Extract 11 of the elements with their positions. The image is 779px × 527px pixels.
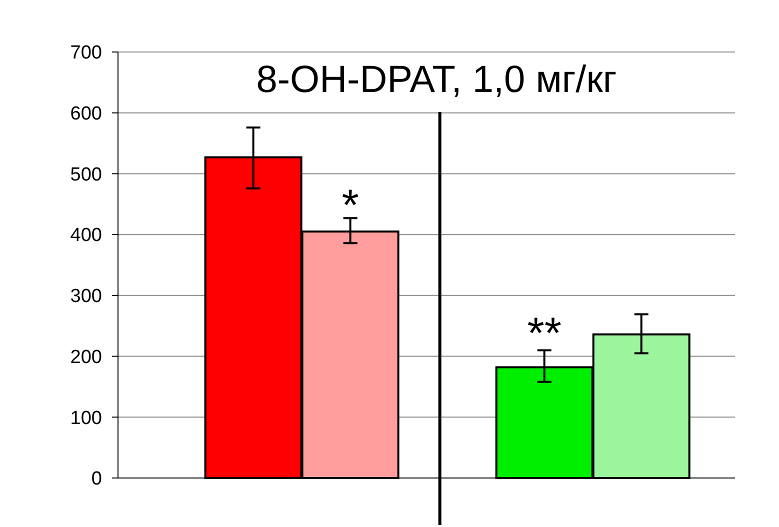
y-tick-label: 100 (70, 408, 102, 429)
chart-title: 8-OH-DPAT, 1,0 мг/кг (256, 59, 617, 101)
annotation: * (342, 181, 359, 230)
y-tick-label: 200 (70, 346, 102, 368)
y-tick-label: 400 (70, 225, 102, 246)
y-tick-label: 600 (70, 104, 102, 125)
y-tick-label: 700 (70, 42, 102, 64)
y-tick-label: 300 (70, 286, 102, 308)
annotation: ** (527, 309, 562, 358)
y-tick-label: 500 (70, 164, 102, 186)
y-tick-label: 0 (91, 468, 102, 490)
